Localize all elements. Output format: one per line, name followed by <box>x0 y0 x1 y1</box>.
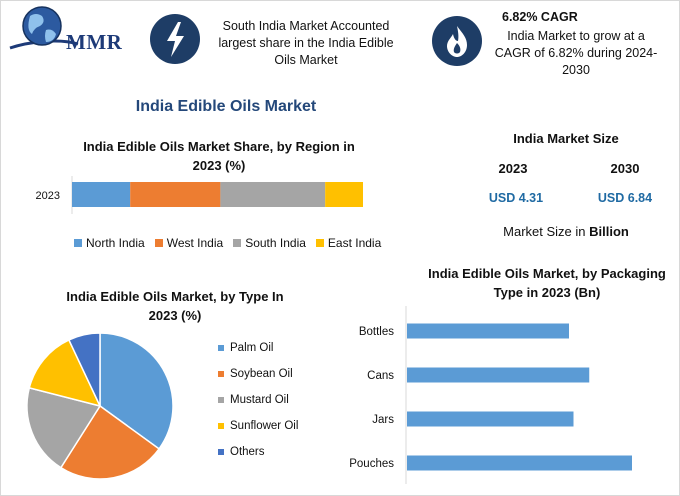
legend-label: East India <box>327 236 382 250</box>
pie-slice <box>59 404 161 480</box>
highlight-cagr: India Market to grow at a CAGR of 6.82% … <box>486 28 666 79</box>
packaging-bar <box>407 323 569 339</box>
highlight-line: South India Market Accounted <box>222 19 390 33</box>
title-line: 2023 (%) <box>148 308 202 323</box>
highlight-line: CAGR of 6.82% during 2024- <box>494 46 658 60</box>
legend-swatch-sunflower <box>218 423 224 429</box>
category-label: Pouches <box>349 458 394 470</box>
stacked-bar-segment <box>220 182 326 207</box>
packaging-bar-chart: Bottles Cans Jars Pouches <box>349 306 632 484</box>
packaging-bar <box>407 411 574 427</box>
packaging-bar <box>407 367 590 383</box>
legend-swatch-others <box>218 449 224 455</box>
category-label: Cans <box>367 370 394 382</box>
highlight-line: 2030 <box>562 63 590 77</box>
packaging-bar <box>407 455 632 471</box>
legend-swatch-south <box>233 239 242 247</box>
legend-label: Sunflower Oil <box>230 420 299 432</box>
pie-legend-item: Sunflower Oil <box>218 420 298 432</box>
legend-swatch-soybean <box>218 371 224 377</box>
type-pie-chart <box>26 332 174 480</box>
legend-label: North India <box>86 236 145 250</box>
title-line: India Edible Oils Market Share, by Regio… <box>83 139 355 154</box>
legend-label: West India <box>166 236 224 250</box>
unit-note-unit: Billion <box>589 224 629 239</box>
pie-legend-item: Palm Oil <box>218 342 273 354</box>
pie-legend-item: Others <box>218 446 265 458</box>
legend-swatch-mustard <box>218 397 224 403</box>
type-chart-title: India Edible Oils Market, by Type In 202… <box>40 287 310 325</box>
title-line: India Edible Oils Market, by Packaging <box>428 266 666 281</box>
pie-legend-item: Mustard Oil <box>218 394 289 406</box>
legend-swatch-west <box>154 239 163 247</box>
stacked-bar-segment <box>72 182 131 207</box>
lightning-icon <box>150 14 200 64</box>
market-year-2030: 2030 <box>610 161 640 176</box>
legend-label: Palm Oil <box>230 342 274 354</box>
legend-label: South India <box>245 236 306 250</box>
title-line: India Edible Oils Market, by Type In <box>66 289 284 304</box>
region-legend: North India West India South India East … <box>74 236 381 250</box>
market-year-2023: 2023 <box>498 161 528 176</box>
title-line: 2023 (%) <box>192 158 246 173</box>
category-label: Jars <box>372 414 394 426</box>
globe-logo-icon <box>9 6 79 50</box>
stacked-bar-segment <box>325 182 363 207</box>
region-chart-title: India Edible Oils Market Share, by Regio… <box>60 137 378 175</box>
market-value-2023: USD 4.31 <box>488 191 544 205</box>
cagr-title: 6.82% CAGR <box>502 10 578 24</box>
category-label: 2023 <box>36 190 60 202</box>
legend-swatch-palm <box>218 345 224 351</box>
pie-slice <box>26 386 102 469</box>
pie-slice <box>28 338 102 408</box>
logo-text: MMR <box>66 30 123 54</box>
highlight-south-india: South India Market Accounted largest sha… <box>206 18 406 69</box>
legend-label: Others <box>230 446 265 458</box>
packaging-chart-title: India Edible Oils Market, by Packaging T… <box>402 264 680 302</box>
legend-label: Soybean Oil <box>230 368 293 380</box>
highlight-line: largest share in the India Edible <box>218 36 394 50</box>
pie-slice <box>67 332 101 407</box>
highlight-line: Oils Market <box>274 53 338 67</box>
flame-icon <box>432 16 482 66</box>
mmr-logo: MMR <box>8 4 134 56</box>
stacked-bar-segment <box>130 182 221 207</box>
legend-swatch-north <box>74 239 82 247</box>
market-size-heading: India Market Size <box>513 131 619 146</box>
page-title: India Edible Oils Market <box>135 98 317 115</box>
pie-legend-item: Soybean Oil <box>218 368 293 380</box>
region-stacked-bar-chart: 2023 <box>36 176 363 214</box>
legend-swatch-east <box>315 239 324 247</box>
market-size-unit-note: Market Size in Billion <box>468 224 664 239</box>
category-label: Bottles <box>359 326 394 338</box>
title-line: Type in 2023 (Bn) <box>493 285 601 300</box>
market-value-2030: USD 6.84 <box>597 191 653 205</box>
pie-slice <box>99 332 174 450</box>
highlight-line: India Market to grow at a <box>507 29 645 43</box>
unit-note-prefix: Market Size in <box>503 224 590 239</box>
legend-label: Mustard Oil <box>230 394 289 406</box>
